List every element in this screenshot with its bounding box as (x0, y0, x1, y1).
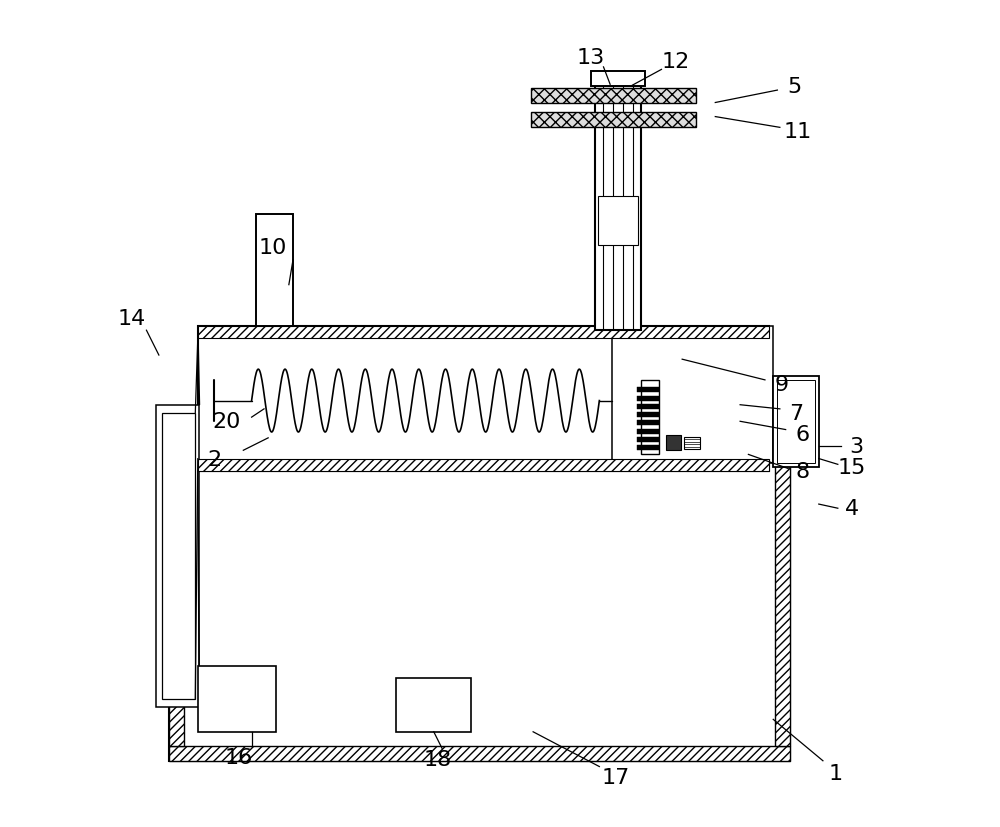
Bar (169, 447, 790, 761)
Text: 7: 7 (789, 404, 803, 423)
Text: 1: 1 (828, 763, 842, 783)
Text: 5: 5 (787, 77, 801, 97)
Bar (637, 429, 659, 434)
Bar (775, 461, 790, 746)
Bar (169, 447, 790, 461)
Bar (198, 459, 769, 471)
Text: 11: 11 (784, 122, 812, 142)
Bar (637, 388, 659, 393)
Bar (531, 113, 696, 128)
Text: 18: 18 (424, 749, 452, 769)
Bar (169, 746, 790, 761)
Bar (396, 678, 471, 732)
Bar (595, 87, 641, 331)
Bar (637, 446, 659, 451)
Text: 17: 17 (602, 767, 630, 787)
Bar (637, 413, 659, 418)
Bar (198, 327, 769, 339)
Text: 14: 14 (117, 308, 146, 328)
Bar (169, 461, 184, 746)
Bar (256, 215, 293, 327)
Bar (162, 414, 195, 699)
Bar (666, 436, 681, 451)
Bar (591, 72, 645, 87)
Bar (156, 405, 199, 707)
Bar (641, 380, 659, 455)
Text: 9: 9 (774, 375, 789, 394)
Bar (684, 437, 700, 449)
Bar (637, 396, 659, 401)
Text: 15: 15 (838, 457, 866, 477)
Text: 20: 20 (213, 412, 241, 432)
Bar (198, 666, 276, 732)
Text: 2: 2 (207, 449, 221, 469)
Text: 3: 3 (849, 437, 863, 457)
Bar (773, 376, 819, 467)
Text: 6: 6 (795, 424, 809, 444)
Text: 12: 12 (661, 52, 690, 72)
Bar (637, 421, 659, 426)
Text: 4: 4 (845, 499, 859, 519)
Bar (637, 404, 659, 409)
Text: 10: 10 (258, 238, 286, 258)
Bar (637, 437, 659, 442)
Bar (598, 197, 638, 246)
Text: 13: 13 (577, 48, 605, 68)
Text: 8: 8 (795, 461, 809, 481)
Bar (777, 380, 815, 463)
Bar (198, 327, 769, 471)
Bar (612, 327, 773, 463)
Text: 16: 16 (225, 747, 253, 767)
Bar (531, 88, 696, 103)
